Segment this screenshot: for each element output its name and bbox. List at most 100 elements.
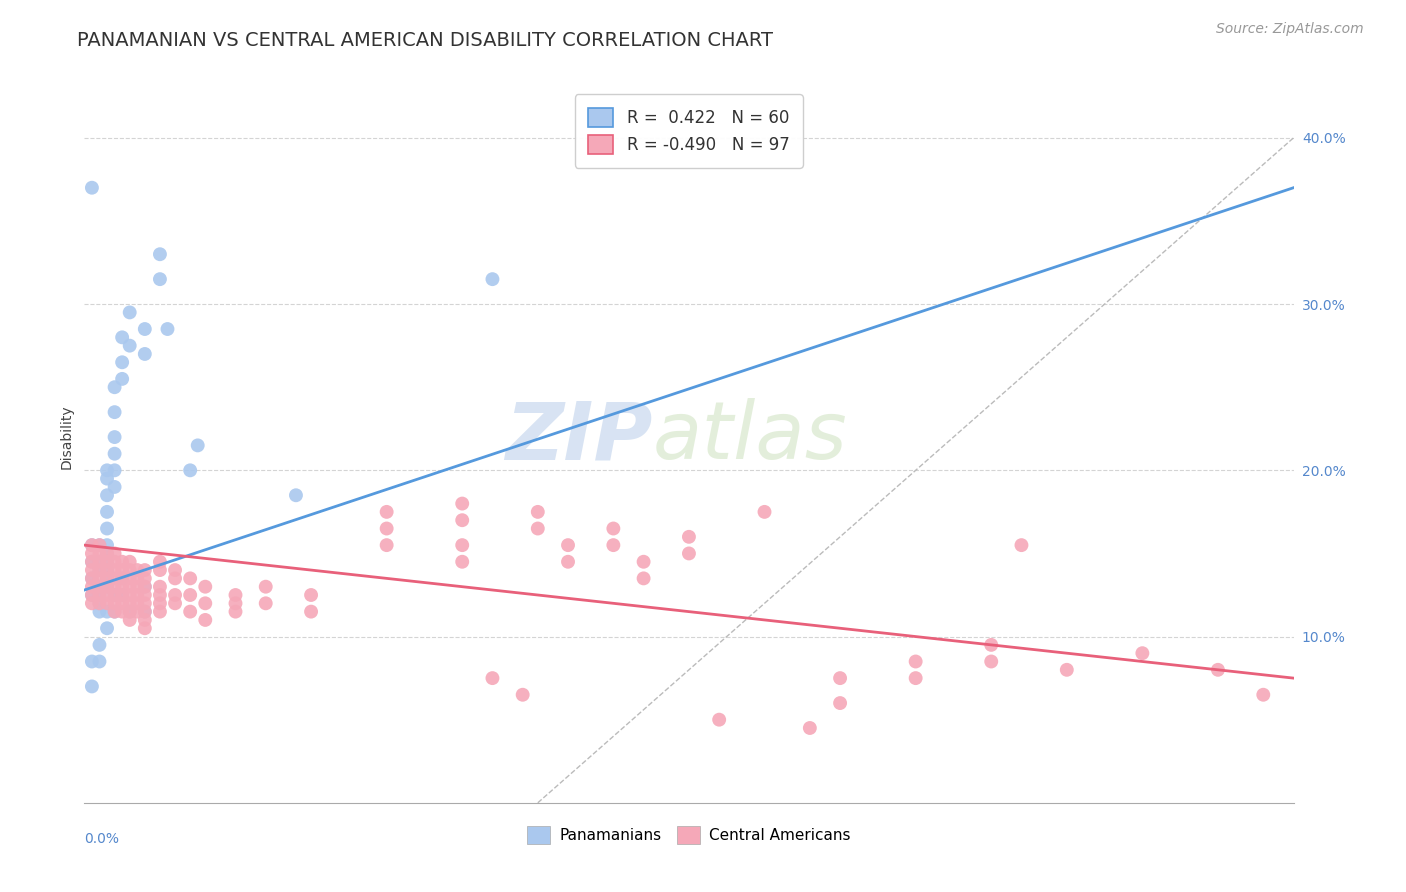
Point	[481, 671, 503, 685]
Point	[111, 588, 134, 602]
Point	[89, 563, 111, 577]
Point	[89, 563, 111, 577]
Point	[104, 580, 127, 594]
Point	[89, 580, 111, 594]
Point	[904, 671, 927, 685]
Point	[104, 605, 127, 619]
Point	[134, 322, 156, 336]
Point	[285, 488, 308, 502]
Text: PANAMANIAN VS CENTRAL AMERICAN DISABILITY CORRELATION CHART: PANAMANIAN VS CENTRAL AMERICAN DISABILIT…	[77, 31, 773, 50]
Point	[80, 571, 103, 585]
Point	[104, 405, 127, 419]
Point	[179, 571, 201, 585]
Point	[96, 580, 118, 594]
Point	[111, 580, 134, 594]
Point	[156, 322, 179, 336]
Point	[80, 596, 103, 610]
Point	[118, 555, 141, 569]
Point	[89, 571, 111, 585]
Point	[111, 372, 134, 386]
Point	[89, 638, 111, 652]
Point	[375, 538, 398, 552]
Point	[96, 588, 118, 602]
Point	[96, 505, 118, 519]
Point	[527, 521, 550, 535]
Point	[134, 580, 156, 594]
Point	[149, 580, 172, 594]
Point	[149, 272, 172, 286]
Point	[96, 580, 118, 594]
Point	[678, 546, 700, 560]
Point	[104, 555, 127, 569]
Point	[118, 596, 141, 610]
Point	[118, 588, 141, 602]
Point	[134, 588, 156, 602]
Point	[149, 555, 172, 569]
Point	[80, 588, 103, 602]
Point	[557, 538, 579, 552]
Point	[451, 538, 474, 552]
Point	[104, 480, 127, 494]
Point	[96, 605, 118, 619]
Point	[80, 546, 103, 560]
Point	[165, 571, 187, 585]
Point	[678, 530, 700, 544]
Point	[96, 488, 118, 502]
Point	[104, 596, 127, 610]
Point	[134, 580, 156, 594]
Point	[134, 596, 156, 610]
Point	[104, 463, 127, 477]
Point	[96, 546, 118, 560]
Point	[89, 555, 111, 569]
Point	[118, 305, 141, 319]
Point	[527, 505, 550, 519]
Point	[225, 596, 247, 610]
Point	[830, 696, 852, 710]
Point	[96, 571, 118, 585]
Point	[89, 588, 111, 602]
Point	[375, 521, 398, 535]
Point	[149, 596, 172, 610]
Point	[451, 497, 474, 511]
Point	[179, 605, 201, 619]
Point	[127, 580, 149, 594]
Point	[96, 555, 118, 569]
Point	[111, 563, 134, 577]
Point	[127, 563, 149, 577]
Point	[89, 555, 111, 569]
Point	[118, 571, 141, 585]
Point	[904, 655, 927, 669]
Point	[165, 588, 187, 602]
Point	[225, 588, 247, 602]
Point	[104, 430, 127, 444]
Point	[111, 555, 134, 569]
Point	[96, 596, 118, 610]
Point	[633, 571, 655, 585]
Point	[111, 588, 134, 602]
Point	[127, 605, 149, 619]
Point	[557, 555, 579, 569]
Point	[80, 555, 103, 569]
Point	[709, 713, 731, 727]
Point	[179, 463, 201, 477]
Point	[1011, 538, 1033, 552]
Point	[96, 472, 118, 486]
Point	[165, 563, 187, 577]
Point	[754, 505, 776, 519]
Point	[980, 638, 1002, 652]
Point	[118, 605, 141, 619]
Point	[194, 580, 217, 594]
Point	[980, 655, 1002, 669]
Point	[89, 538, 111, 552]
Point	[134, 571, 156, 585]
Point	[104, 546, 127, 560]
Point	[134, 605, 156, 619]
Point	[96, 521, 118, 535]
Y-axis label: Disability: Disability	[59, 405, 73, 469]
Point	[1056, 663, 1078, 677]
Point	[104, 447, 127, 461]
Point	[602, 538, 624, 552]
Point	[89, 580, 111, 594]
Point	[80, 655, 103, 669]
Point	[254, 580, 277, 594]
